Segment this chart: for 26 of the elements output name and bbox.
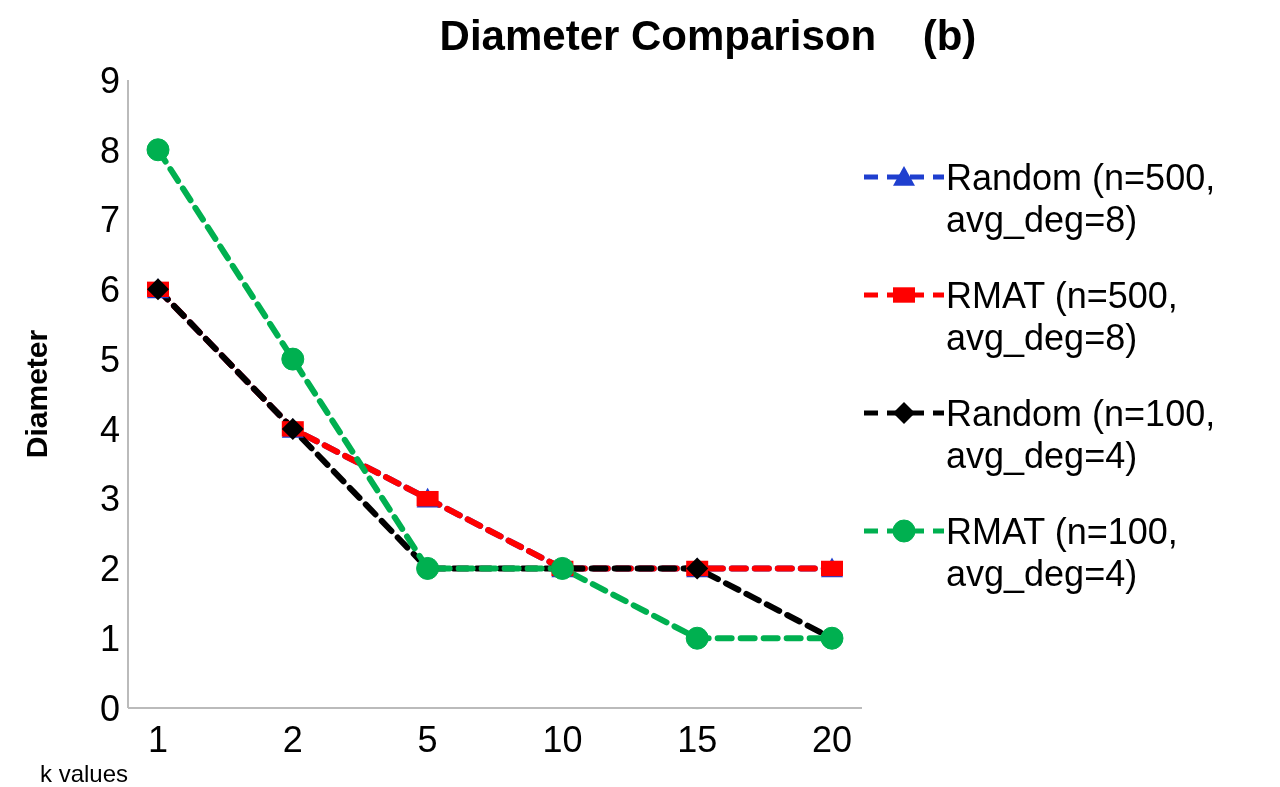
y-tick-label: 0 bbox=[99, 687, 120, 729]
x-tick-label: 15 bbox=[677, 718, 718, 760]
y-tick-label: 1 bbox=[99, 618, 120, 659]
x-tick-label: 20 bbox=[811, 718, 853, 760]
point bbox=[146, 138, 170, 162]
y-axis-title: Diameter bbox=[19, 329, 53, 459]
point bbox=[685, 626, 709, 650]
x-tick-label: 10 bbox=[542, 718, 583, 760]
y-tick-label: 7 bbox=[99, 199, 120, 241]
point bbox=[281, 347, 305, 371]
y-tick-label: 4 bbox=[99, 408, 120, 450]
y-tick-label: 3 bbox=[99, 478, 120, 520]
y-tick-label: 6 bbox=[99, 269, 120, 311]
legend-label: Random (n=100, avg_deg=4) bbox=[946, 393, 1217, 477]
legend-label: RMAT (n=500, avg_deg=8) bbox=[946, 275, 1179, 359]
y-tick-label: 2 bbox=[99, 548, 120, 590]
x-tick-label: 5 bbox=[417, 718, 438, 760]
chart-title: Diameter Comparison (b) bbox=[438, 12, 978, 60]
x-axis-title: k values bbox=[40, 760, 129, 787]
y-tick-label: 5 bbox=[99, 338, 120, 380]
x-tick-label: 1 bbox=[147, 718, 169, 760]
y-tick-label: 8 bbox=[99, 129, 120, 171]
y-tick-label: 9 bbox=[99, 59, 120, 101]
legend-label: RMAT (n=100, avg_deg=4) bbox=[946, 511, 1179, 595]
legend-label: Random (n=500, avg_deg=8) bbox=[946, 157, 1217, 241]
x-tick-label: 2 bbox=[282, 718, 303, 760]
